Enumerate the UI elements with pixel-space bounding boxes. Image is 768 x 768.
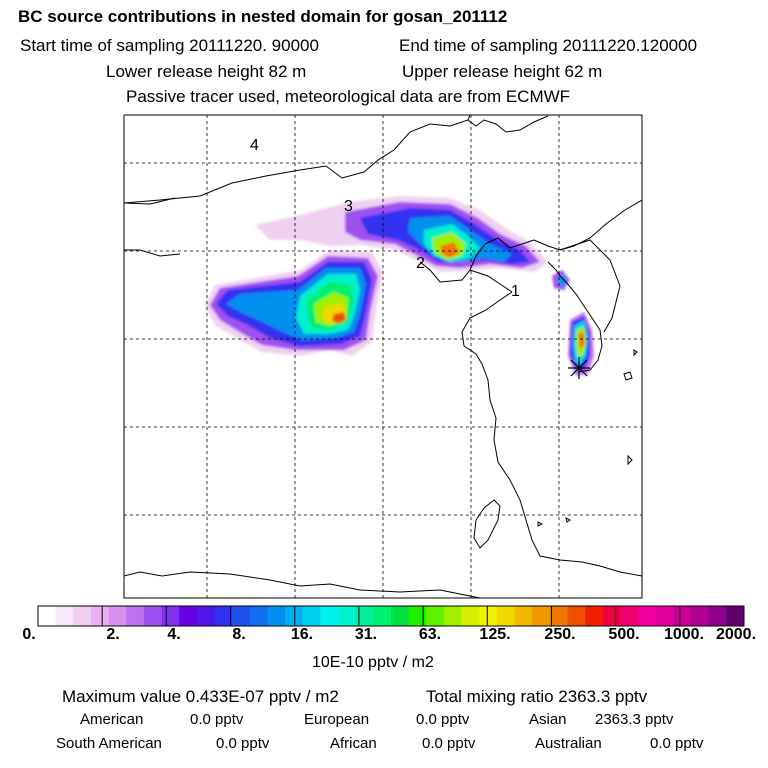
region-label-1: 1 — [511, 283, 520, 300]
colorbar-swatch — [585, 606, 604, 626]
colorbar-swatch — [479, 606, 498, 626]
tracer-note: Passive tracer used, meteorological data… — [126, 87, 571, 106]
colorbar-swatch — [373, 606, 392, 626]
map-panel: 1 2 3 4 — [124, 115, 642, 598]
colorbar-swatch — [602, 606, 621, 626]
colorbar-swatch — [38, 606, 56, 626]
colorbar-swatch — [673, 606, 692, 626]
african-value: 0.0 pptv — [422, 735, 476, 752]
australian-value: 0.0 pptv — [650, 735, 704, 752]
upper-release-height: Upper release height 62 m — [402, 62, 603, 81]
concentration-plume-north — [255, 196, 570, 290]
colorbar-swatch — [532, 606, 551, 626]
colorbar-units: 10E-10 pptv / m2 — [312, 654, 434, 671]
colorbar-tick: 31. — [354, 626, 378, 643]
map-frame — [123, 114, 643, 599]
colorbar-swatch — [549, 606, 568, 626]
colorbar-tick: 1000. — [663, 626, 705, 643]
receptor-star-marker — [568, 357, 590, 379]
colorbar-tick: 0. — [22, 626, 36, 643]
max-value: Maximum value 0.433E-07 pptv / m2 — [62, 687, 339, 706]
colorbar-swatch — [638, 606, 657, 626]
european-label: European — [304, 711, 370, 728]
region-label-2: 2 — [416, 255, 425, 272]
colorbar-swatch — [708, 606, 727, 626]
colorbar-swatch — [55, 606, 74, 626]
end-time: End time of sampling 20111220.120000 — [399, 36, 698, 55]
colorbar-swatch — [655, 606, 674, 626]
colorbar-swatch — [443, 606, 462, 626]
colorbar-swatch — [232, 606, 251, 626]
colorbar-swatch — [108, 606, 127, 626]
colorbar-swatch — [285, 606, 304, 626]
colorbar-tick: 2000. — [715, 626, 757, 643]
lat-lon-grid — [124, 115, 642, 598]
coastlines — [124, 115, 642, 598]
south-american-value: 0.0 pptv — [216, 735, 270, 752]
region-label-4: 4 — [250, 137, 259, 154]
colorbar-swatch — [514, 606, 533, 626]
colorbar-swatch — [567, 606, 586, 626]
plot-title: BC source contributions in nested domain… — [18, 7, 508, 26]
colorbar-swatch — [426, 606, 445, 626]
region-label-3: 3 — [344, 198, 353, 215]
colorbar — [38, 606, 745, 626]
colorbar-swatch — [391, 606, 409, 626]
american-value: 0.0 pptv — [190, 711, 244, 728]
african-label: African — [330, 735, 377, 752]
colorbar-swatch — [73, 606, 92, 626]
colorbar-swatch — [161, 606, 180, 626]
colorbar-tick: 500. — [608, 626, 640, 643]
concentration-plume-west — [205, 250, 383, 356]
lower-release-height: Lower release height 82 m — [106, 62, 307, 81]
concentration-plume-korea — [568, 312, 594, 376]
small-islands — [537, 349, 638, 527]
colorbar-swatch — [496, 606, 515, 626]
colorbar-tick: 63. — [418, 626, 442, 643]
asian-label: Asian — [529, 711, 567, 728]
colorbar-tick: 8. — [232, 626, 246, 643]
colorbar-tick: 2. — [106, 626, 120, 643]
australian-label: Australian — [535, 735, 602, 752]
colorbar-swatch — [126, 606, 145, 626]
american-label: American — [80, 711, 144, 728]
colorbar-swatch — [267, 606, 286, 626]
colorbar-tick: 4. — [167, 626, 181, 643]
colorbar-swatch — [726, 606, 745, 626]
colorbar-tick: 16. — [290, 626, 314, 643]
colorbar-swatch — [196, 606, 215, 626]
colorbar-swatch — [249, 606, 268, 626]
colorbar-swatch — [355, 606, 374, 626]
colorbar-swatch — [338, 606, 356, 626]
colorbar-swatch — [179, 606, 198, 626]
asian-value: 2363.3 pptv — [595, 711, 674, 728]
colorbar-frame — [37, 605, 745, 627]
start-time: Start time of sampling 20111220. 90000 — [20, 36, 319, 55]
colorbar-tick: 250. — [544, 626, 576, 643]
colorbar-swatch — [214, 606, 233, 626]
colorbar-swatch — [691, 606, 709, 626]
colorbar-swatch — [90, 606, 109, 626]
colorbar-swatch — [461, 606, 480, 626]
colorbar-swatch — [143, 606, 162, 626]
colorbar-swatch — [408, 606, 427, 626]
european-value: 0.0 pptv — [416, 711, 470, 728]
taiwan-island — [473, 499, 501, 549]
colorbar-swatch — [620, 606, 639, 626]
colorbar-tick: 125. — [479, 626, 511, 643]
colorbar-swatch — [302, 606, 321, 626]
south-american-label: South American — [56, 735, 162, 752]
colorbar-swatch — [320, 606, 339, 626]
total-mixing-ratio: Total mixing ratio 2363.3 pptv — [426, 687, 648, 706]
